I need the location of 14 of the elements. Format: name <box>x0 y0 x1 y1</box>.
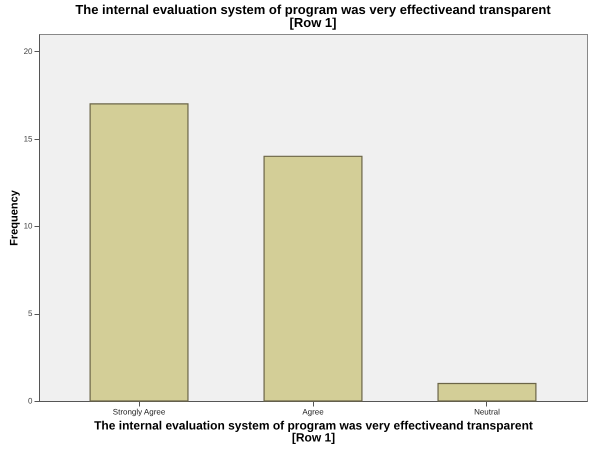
chart-title: The internal evaluation system of program was very effectiveand transparent [Row 1] <box>75 2 552 30</box>
y-tick-label: 20 <box>24 46 34 56</box>
x-tick-label: Neutral <box>474 408 500 416</box>
x-tick-label: Strongly Agree <box>112 408 166 416</box>
x-axis-title: The internal evaluation system of program was very effectiveand transparent [Row 1] <box>94 418 533 444</box>
x-tick-label: Agree <box>302 408 324 416</box>
bar <box>437 382 536 402</box>
y-tick-label: 15 <box>24 134 34 144</box>
bar <box>263 156 363 402</box>
y-tick-label: 0 <box>28 396 34 406</box>
y-axis-title: Frequency <box>8 189 21 246</box>
y-tick-label: 10 <box>24 222 34 231</box>
y-tick-label: 5 <box>28 309 34 318</box>
bar <box>90 103 189 402</box>
